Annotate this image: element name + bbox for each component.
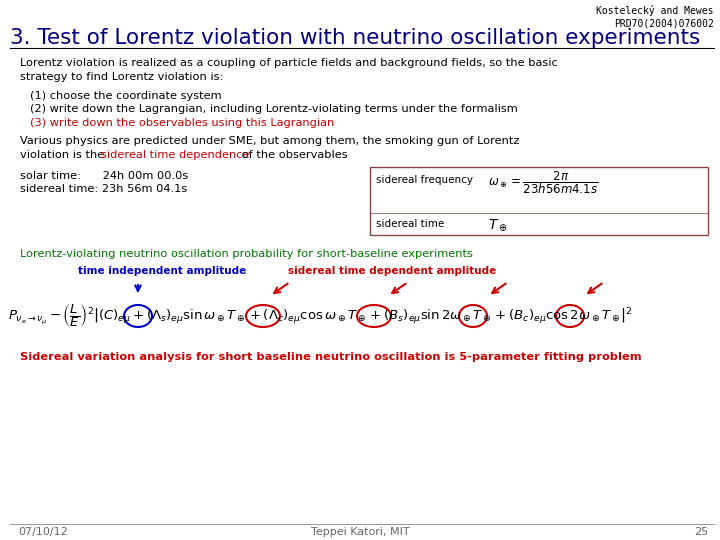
Text: sidereal time dependence: sidereal time dependence (101, 150, 250, 159)
Text: Sidereal variation analysis for short baseline neutrino oscillation is 5-paramet: Sidereal variation analysis for short ba… (20, 352, 642, 362)
Text: (3) write down the observables using this Lagrangian: (3) write down the observables using thi… (30, 118, 334, 128)
Text: sidereal time dependent amplitude: sidereal time dependent amplitude (288, 267, 496, 276)
Text: sidereal time: 23h 56m 04.1s: sidereal time: 23h 56m 04.1s (20, 185, 187, 194)
Text: 07/10/12: 07/10/12 (18, 527, 68, 537)
Text: of the observables: of the observables (238, 150, 348, 159)
Text: $T_\oplus$: $T_\oplus$ (488, 217, 508, 233)
Text: 3. Test of Lorentz violation with neutrino oscillation experiments: 3. Test of Lorentz violation with neutri… (10, 28, 701, 48)
Text: sidereal frequency: sidereal frequency (376, 175, 473, 185)
Text: $\omega_\oplus = \dfrac{2\pi}{23h56m4.1s}$: $\omega_\oplus = \dfrac{2\pi}{23h56m4.1s… (488, 169, 598, 195)
Text: Lorentz-violating neutrino oscillation probability for short-baseline experiment: Lorentz-violating neutrino oscillation p… (20, 249, 473, 259)
Text: (2) write down the Lagrangian, including Lorentz-violating terms under the forma: (2) write down the Lagrangian, including… (30, 105, 518, 114)
Text: strategy to find Lorentz violation is:: strategy to find Lorentz violation is: (20, 71, 223, 82)
FancyBboxPatch shape (370, 167, 708, 235)
Text: Lorentz violation is realized as a coupling of particle fields and background fi: Lorentz violation is realized as a coupl… (20, 58, 558, 68)
Text: sidereal time: sidereal time (376, 219, 444, 229)
Text: Various physics are predicted under SME, but among them, the smoking gun of Lore: Various physics are predicted under SME,… (20, 136, 519, 146)
Text: $P_{\nu_e \to \nu_\mu} - \left(\dfrac{L}{E}\right)^2 \left|(C)_{e\mu}+(\Lambda_s: $P_{\nu_e \to \nu_\mu} - \left(\dfrac{L}… (8, 302, 633, 329)
Text: 25: 25 (694, 527, 708, 537)
Text: solar time:      24h 00m 00.0s: solar time: 24h 00m 00.0s (20, 171, 188, 181)
Text: (1) choose the coordinate system: (1) choose the coordinate system (30, 91, 222, 101)
Text: violation is the: violation is the (20, 150, 108, 159)
Text: Kostelecký and Mewes
PRD70(2004)076002: Kostelecký and Mewes PRD70(2004)076002 (596, 5, 714, 29)
Text: time independent amplitude: time independent amplitude (78, 267, 246, 276)
Text: Teppei Katori, MIT: Teppei Katori, MIT (311, 527, 409, 537)
